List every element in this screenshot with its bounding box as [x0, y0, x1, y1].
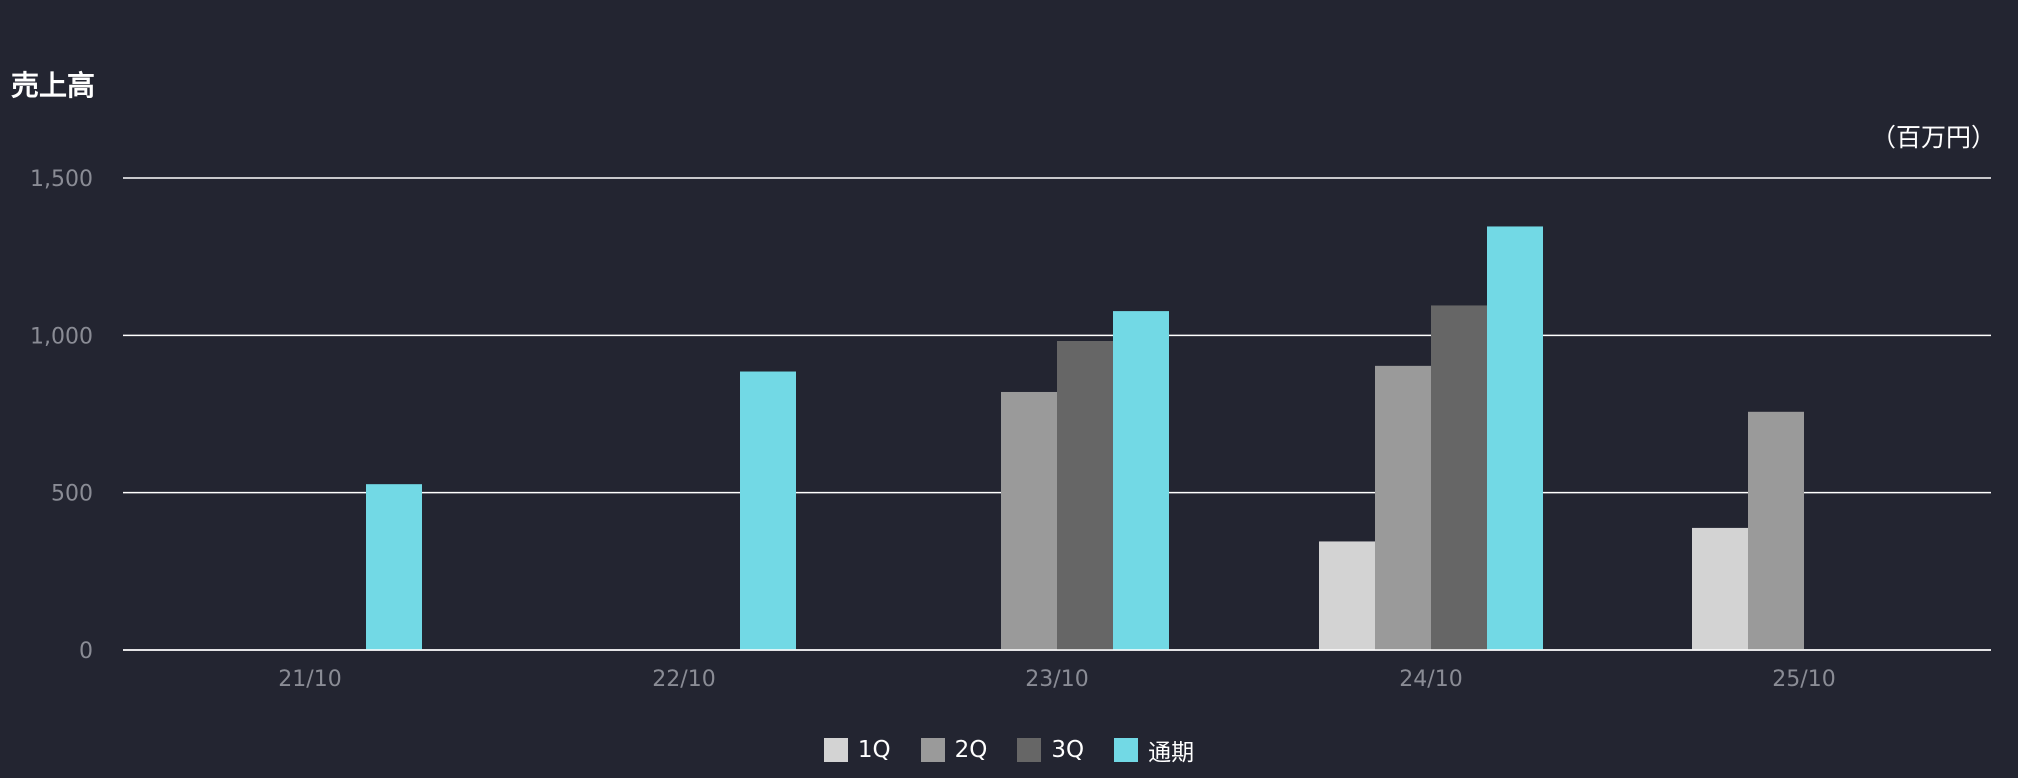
- legend-label: 1Q: [857, 737, 891, 763]
- bar-1Q-25/10[interactable]: [1692, 527, 1748, 650]
- bar-3Q-24/10[interactable]: [1431, 305, 1487, 650]
- bar-3Q-23/10[interactable]: [1057, 340, 1113, 650]
- x-tick-label: 23/10: [1025, 667, 1088, 692]
- y-tick-label: 500: [51, 482, 93, 507]
- legend-label: 2Q: [954, 737, 988, 763]
- y-tick-label: 1,000: [30, 324, 93, 349]
- bar-2Q-25/10[interactable]: [1748, 411, 1804, 650]
- unit-label: （百万円）: [1870, 123, 1996, 152]
- legend-swatch: [823, 738, 848, 762]
- legend-label: 通期: [1148, 740, 1195, 766]
- legend-label: 3Q: [1051, 737, 1085, 763]
- bar-2Q-24/10[interactable]: [1375, 365, 1431, 650]
- chart-legend: 1Q 2Q 3Q 通期: [0, 733, 2018, 767]
- y-tick-label: 0: [79, 639, 93, 664]
- x-tick-label: 24/10: [1399, 667, 1462, 692]
- y-tick-label: 1,500: [30, 167, 93, 192]
- bar-通期-21/10[interactable]: [366, 484, 422, 650]
- bar-1Q-24/10[interactable]: [1319, 541, 1375, 650]
- legend-swatch: [920, 738, 945, 762]
- legend-swatch: [1017, 738, 1042, 762]
- x-tick-label: 22/10: [652, 667, 715, 692]
- chart-title: 売上高: [11, 69, 96, 102]
- x-tick-label: 21/10: [278, 667, 341, 692]
- legend-item[interactable]: 1Q: [823, 737, 891, 763]
- x-tick-label: 25/10: [1772, 667, 1835, 692]
- bar-2Q-23/10[interactable]: [1001, 391, 1057, 650]
- bar-通期-23/10[interactable]: [1113, 311, 1169, 650]
- legend-item[interactable]: 2Q: [920, 737, 988, 763]
- bar-通期-24/10[interactable]: [1487, 226, 1543, 650]
- legend-item[interactable]: 通期: [1114, 733, 1194, 767]
- bar-通期-22/10[interactable]: [740, 371, 796, 650]
- legend-item[interactable]: 3Q: [1017, 737, 1084, 763]
- legend-swatch: [1114, 738, 1139, 762]
